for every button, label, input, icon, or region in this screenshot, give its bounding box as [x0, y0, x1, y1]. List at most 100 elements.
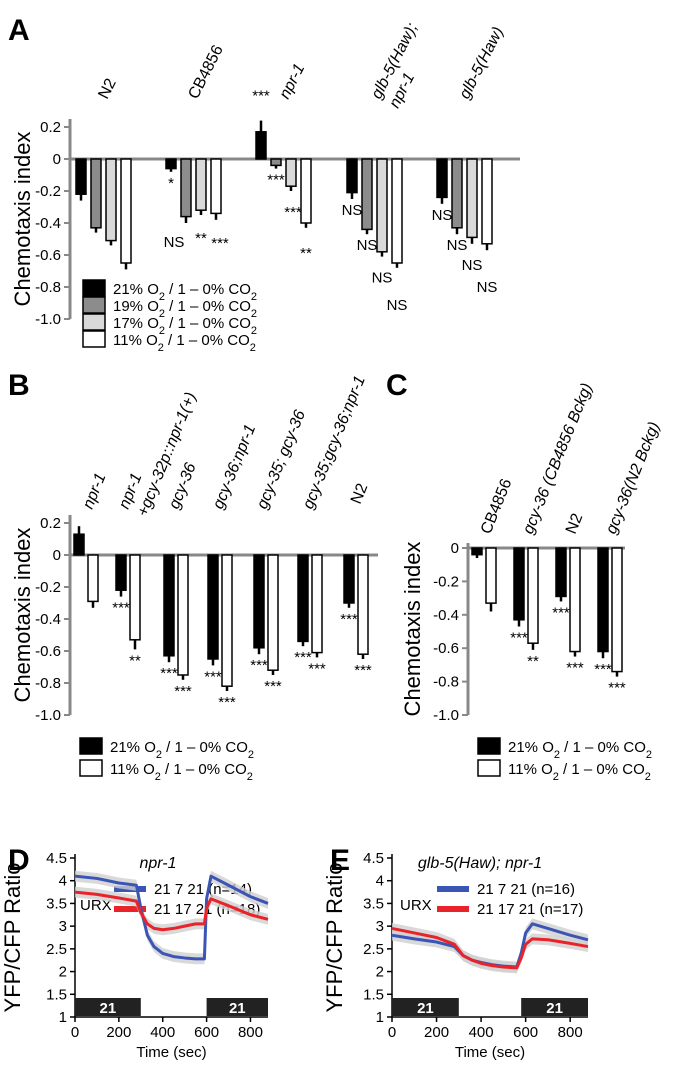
- x-tick-label: 600: [513, 1024, 538, 1041]
- significance-label: ***: [160, 665, 178, 682]
- y-tick-label: 0.2: [40, 515, 61, 532]
- significance-label: NS: [357, 237, 378, 254]
- bar: [75, 158, 87, 195]
- trace-title: npr-1: [139, 855, 176, 872]
- y-axis-title: YFP/CFP Ratio: [322, 863, 347, 1013]
- x-tick-label: 400: [469, 1024, 494, 1041]
- y-tick-label: 3: [59, 918, 67, 935]
- bar: [115, 554, 127, 591]
- legend-swatch: [82, 296, 106, 314]
- legend-label: 17% O2 / 1 – 0% CO2: [113, 315, 257, 337]
- category-label: gcy-35; gcy-36: [254, 408, 309, 512]
- y-tick-label: -1.0: [35, 707, 61, 724]
- significance-label: *: [168, 175, 174, 192]
- bar: [471, 547, 483, 556]
- bar: [90, 158, 102, 229]
- stimulus-label: 21: [417, 1000, 434, 1017]
- bar: [253, 554, 265, 649]
- legend-swatch: [79, 759, 103, 777]
- y-tick-label: 4: [376, 873, 384, 890]
- significance-label: ***: [284, 204, 302, 221]
- y-tick-label: -0.4: [433, 607, 459, 624]
- y-tick-label: -0.8: [35, 675, 61, 692]
- bar: [357, 554, 369, 655]
- category-label: N2: [95, 76, 119, 102]
- stimulus-label: 21: [229, 1000, 246, 1017]
- category-label: gcy-36 (CB4856 Bckg): [520, 381, 596, 537]
- stimulus-bar: [206, 998, 268, 1016]
- panel-letter-b: B: [8, 369, 30, 402]
- category-label: gcy-36(N2 Bckg): [603, 420, 663, 537]
- significance-label: ***: [566, 660, 584, 677]
- significance-label: ***: [250, 657, 268, 674]
- trace-title: glb-5(Haw); npr-1: [418, 855, 542, 872]
- bar: [361, 158, 373, 231]
- stimulus-bar: [392, 998, 459, 1016]
- series-line: [74, 874, 269, 961]
- category-label: npr-1: [276, 61, 308, 102]
- y-axis-title: Chemotaxis index: [10, 528, 35, 703]
- x-axis-title: Time (sec): [455, 1044, 525, 1061]
- category-label: gcy-36: [166, 461, 200, 512]
- x-tick-label: 800: [558, 1024, 583, 1041]
- y-tick-label: 1: [376, 1009, 384, 1026]
- bar: [597, 547, 609, 653]
- legend-swatch: [477, 737, 501, 755]
- legend-swatch: [82, 313, 106, 331]
- significance-label: NS: [477, 279, 498, 296]
- series-line: [74, 890, 269, 932]
- stimulus-bar: [75, 998, 141, 1016]
- legend-label: 11% O2 / 1 – 0% CO2: [508, 761, 651, 783]
- significance-label: ***: [594, 661, 612, 678]
- y-tick-label: -0.2: [35, 183, 61, 200]
- legend-label: 21 7 21 (n=16): [477, 881, 575, 898]
- bar: [207, 554, 219, 660]
- y-tick-label: -0.8: [35, 279, 61, 296]
- y-tick-label: -0.2: [35, 579, 61, 596]
- bar: [481, 158, 493, 245]
- significance-label: NS: [372, 270, 393, 287]
- panel-e-chart: glb-5(Haw); npr-1 URX 21 7 21 (n=16) 21 17 …: [322, 850, 589, 1061]
- stimulus-label: 21: [100, 1000, 117, 1017]
- bar: [513, 547, 525, 621]
- significance-label: NS: [462, 257, 483, 274]
- legend-label: 19% O2 / 1 – 0% CO2: [113, 298, 257, 320]
- category-label: gcy-36;npr-1: [210, 422, 259, 511]
- y-tick-label: -1.0: [35, 311, 61, 328]
- significance-label: **: [300, 245, 312, 262]
- bar: [297, 554, 309, 643]
- category-label: npr-1+gcy-32p::npr-1(+): [116, 383, 200, 519]
- significance-label: NS: [387, 297, 408, 314]
- y-tick-label: 4: [59, 873, 67, 890]
- y-tick-label: 0: [53, 151, 61, 168]
- y-tick-label: -1.0: [433, 707, 459, 724]
- bar: [436, 158, 448, 199]
- bar: [180, 158, 192, 218]
- bar: [311, 554, 323, 654]
- bar: [195, 158, 207, 211]
- significance-label: ***: [211, 235, 229, 252]
- significance-label: **: [129, 652, 141, 669]
- significance-label: ***: [354, 662, 372, 679]
- significance-label: NS: [164, 234, 185, 251]
- y-tick-label: 0: [451, 540, 459, 557]
- panel-letter-c: C: [386, 369, 408, 402]
- y-tick-label: -0.6: [433, 640, 459, 657]
- significance-label: **: [527, 653, 539, 670]
- x-tick-label: 600: [194, 1024, 219, 1041]
- panel-letter-d: D: [8, 844, 30, 877]
- bar: [300, 158, 312, 224]
- y-tick-label: -0.6: [35, 643, 61, 660]
- significance-label: ***: [174, 683, 192, 700]
- bar: [73, 533, 85, 556]
- y-axis-title: Chemotaxis index: [400, 542, 425, 717]
- legend-label: 11% O2 / 1 – 0% CO2: [110, 761, 253, 783]
- significance-label: NS: [342, 202, 363, 219]
- x-tick-label: 200: [424, 1024, 449, 1041]
- legend-label: 21% O2 / 1 – 0% CO2: [508, 739, 652, 761]
- bar: [285, 158, 297, 187]
- significance-label: ***: [112, 600, 130, 617]
